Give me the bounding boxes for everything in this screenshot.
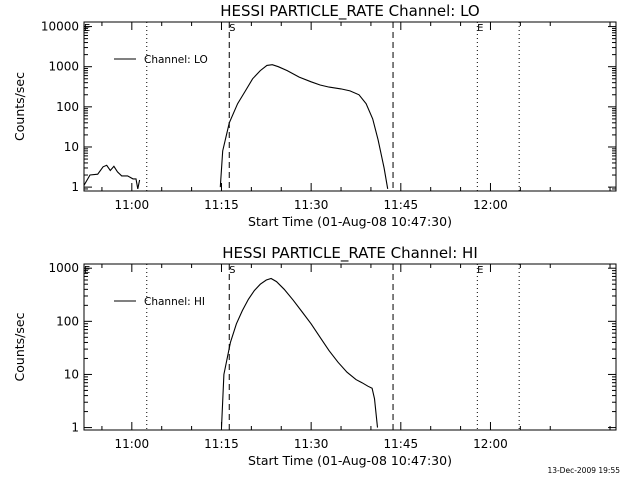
panel-1-y-tick-label: 1000: [48, 60, 79, 74]
panel-1-series-line-1: [83, 164, 141, 190]
panel-1-y-tick-label: 100: [56, 100, 79, 114]
panel-2-marker-label-e: E: [477, 265, 483, 276]
panel-2-chart-title: HESSI PARTICLE_RATE Channel: HI: [222, 244, 478, 263]
panel-1-x-tick-label: 11:45: [384, 198, 419, 212]
panel-1-y-tick-label: 10000: [41, 20, 79, 34]
panel-1-x-tick-label: 11:30: [294, 198, 329, 212]
panel-1-plot-frame: [83, 21, 617, 192]
panel-1-edge-marker-label: E: [84, 23, 90, 34]
panel-1-chart-title: HESSI PARTICLE_RATE Channel: LO: [220, 2, 479, 21]
panel-1-y-axis-label: Counts/sec: [12, 72, 27, 141]
panel-2-x-tick-label: 11:45: [384, 437, 419, 451]
panel-1-marker-label-s: S: [229, 23, 235, 34]
panel-1-y-tick-label: 10: [64, 140, 79, 154]
panel-2-marker-label-s: S: [229, 265, 235, 276]
panel-1-x-tick-label: 11:00: [115, 198, 150, 212]
panel-2-x-tick-label: 11:15: [204, 437, 239, 451]
panel-2-x-tick-label: 11:00: [115, 437, 150, 451]
panel-2-legend-label: Channel: HI: [144, 296, 205, 308]
panel-1-x-axis-label: Start Time (01-Aug-08 10:47:30): [248, 214, 452, 229]
panel-2-y-tick-label: 100: [56, 314, 79, 328]
panel-2-series-line-1: [220, 277, 379, 428]
generated-timestamp: 13-Dec-2009 19:55: [547, 466, 620, 475]
panel-2-y-axis-label: Counts/sec: [12, 312, 27, 381]
panel-1-y-tick-label: 1: [71, 180, 79, 194]
panel-1-x-tick-label: 11:15: [204, 198, 239, 212]
panel-2-edge-marker-label: E: [84, 265, 90, 276]
panel-2-y-tick-label: 10: [64, 367, 79, 381]
panel-2-y-tick-label: 1: [71, 421, 79, 435]
panel-1-marker-label-e: E: [477, 23, 483, 34]
panel-2-y-tick-label: 1000: [48, 261, 79, 275]
panel-1-series-line-2: [219, 64, 389, 189]
panel-2-plot-frame: [83, 263, 617, 431]
panel-2-x-tick-label: 12:00: [473, 437, 508, 451]
panel-1-legend-label: Channel: LO: [144, 54, 208, 66]
panel-2-x-axis-label: Start Time (01-Aug-08 10:47:30): [248, 453, 452, 468]
panel-1-x-tick-label: 12:00: [473, 198, 508, 212]
panel-2-x-tick-label: 11:30: [294, 437, 329, 451]
